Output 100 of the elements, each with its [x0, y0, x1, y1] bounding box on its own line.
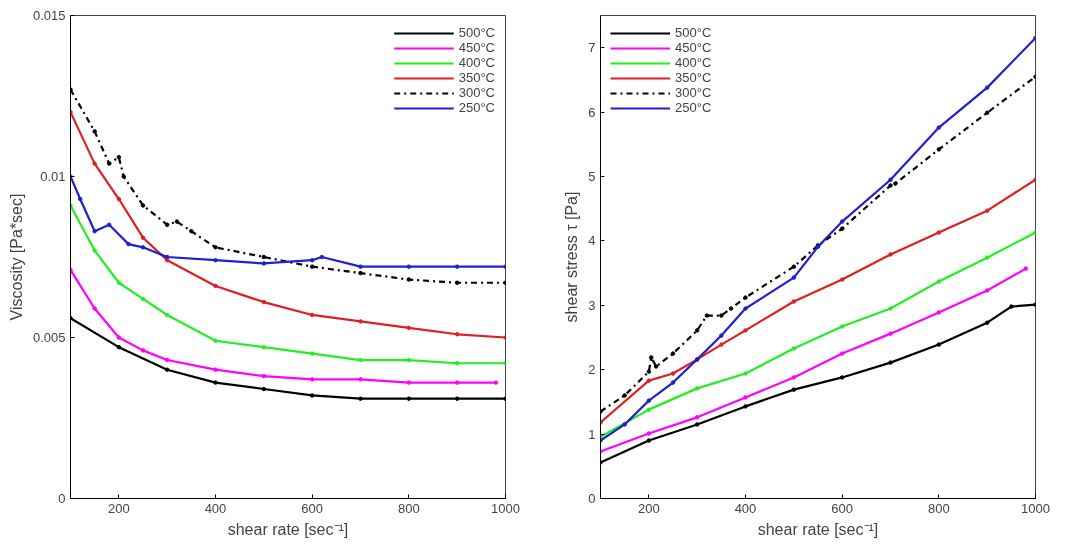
point	[358, 357, 363, 363]
point	[358, 396, 363, 401]
x-tick-label: 1000	[491, 500, 520, 516]
point	[694, 386, 700, 391]
y-tick-label: 0.01	[40, 169, 66, 184]
point	[189, 228, 194, 234]
point	[92, 161, 97, 166]
point	[984, 110, 990, 115]
y-tick-label: 0	[58, 491, 66, 506]
y-tick-label: 3	[588, 297, 596, 313]
legend-label: 350°C	[675, 70, 712, 85]
point	[406, 277, 412, 282]
point	[77, 196, 83, 202]
point	[984, 208, 990, 213]
y-tick-label: 0	[588, 491, 596, 506]
point	[261, 254, 267, 260]
point	[309, 264, 315, 269]
point	[309, 351, 315, 356]
point	[888, 331, 893, 336]
point	[936, 147, 942, 152]
point	[106, 222, 112, 228]
point	[839, 351, 845, 356]
point	[791, 387, 797, 392]
point	[649, 355, 654, 360]
point	[694, 415, 700, 420]
point	[164, 367, 170, 372]
y-tick-label: 6	[588, 104, 596, 120]
point	[261, 344, 267, 350]
point	[791, 375, 797, 380]
point	[92, 306, 97, 311]
point	[174, 219, 180, 224]
point	[140, 348, 146, 353]
point	[406, 264, 412, 269]
point	[694, 328, 700, 333]
point	[493, 380, 499, 385]
point	[694, 422, 700, 427]
point	[140, 296, 146, 302]
point	[140, 203, 146, 208]
point	[261, 261, 267, 266]
point	[1023, 266, 1029, 271]
point	[116, 154, 122, 160]
point	[936, 125, 942, 130]
point	[743, 395, 748, 400]
point	[888, 252, 893, 257]
point	[839, 219, 845, 224]
point	[936, 230, 942, 235]
legend-label: 400°C	[458, 55, 495, 70]
point	[213, 338, 218, 343]
point	[140, 235, 146, 240]
point	[646, 431, 652, 436]
point	[309, 312, 315, 318]
point	[888, 177, 893, 182]
point	[406, 396, 412, 401]
point	[839, 277, 845, 282]
point	[406, 325, 412, 331]
point	[358, 270, 363, 276]
point	[454, 396, 460, 401]
legend-label: 500°C	[675, 25, 712, 40]
legend-label: 450°C	[675, 40, 712, 55]
y-tick-label: 0.005	[32, 330, 66, 345]
legend-label: 300°C	[458, 85, 495, 100]
point	[454, 361, 460, 366]
point	[261, 386, 267, 392]
point	[743, 295, 748, 300]
point	[164, 222, 170, 228]
point	[670, 380, 676, 385]
legend-label: 350°C	[458, 70, 495, 85]
legend-label: 450°C	[458, 40, 495, 55]
point	[936, 310, 942, 315]
point	[116, 196, 122, 202]
point	[164, 357, 170, 363]
point	[893, 181, 898, 186]
point	[309, 377, 315, 382]
point	[839, 375, 845, 380]
point	[213, 380, 218, 385]
point	[743, 306, 748, 311]
point	[984, 85, 990, 90]
y-tick-label: 2	[588, 362, 596, 378]
point	[791, 264, 797, 269]
y-axis-title: Viscosity [Pa*sec]	[7, 193, 25, 321]
point	[719, 333, 724, 338]
y-tick-label: 1	[588, 426, 596, 442]
point	[454, 332, 460, 337]
point	[358, 264, 363, 269]
point	[670, 351, 676, 356]
point	[126, 241, 131, 247]
point	[791, 346, 797, 351]
point	[261, 373, 267, 379]
point	[622, 422, 627, 427]
point	[92, 228, 97, 234]
point	[743, 371, 748, 376]
x-tick-label: 200	[107, 500, 130, 516]
x-tick-label: 800	[927, 500, 950, 516]
point	[140, 245, 146, 250]
y-tick-label: 7	[588, 40, 596, 56]
point	[984, 255, 990, 260]
point	[646, 378, 652, 383]
legend-label: 500°C	[458, 25, 495, 40]
point	[406, 380, 412, 385]
point	[358, 377, 363, 382]
